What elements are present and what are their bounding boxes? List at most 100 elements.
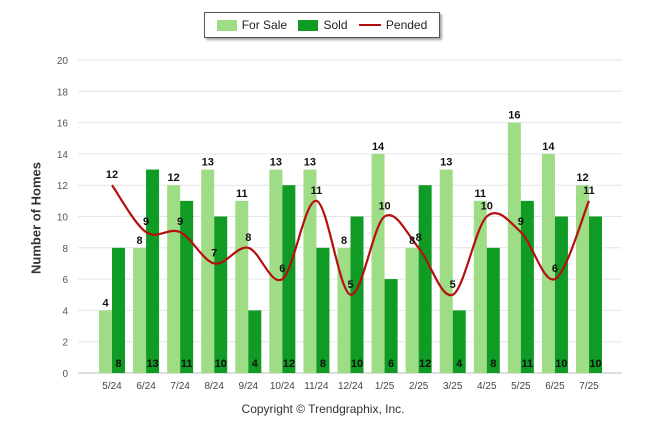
y-tick-0: 0 — [62, 369, 68, 380]
pended-data-label: 10 — [378, 201, 390, 213]
for-sale-data-label: 12 — [576, 172, 588, 184]
sold-data-label: 13 — [146, 358, 158, 370]
legend-label-sold: Sold — [323, 18, 348, 32]
x-tick-6/25: 6/25 — [545, 381, 565, 392]
y-tick-2: 2 — [62, 338, 68, 349]
y-tick-18: 18 — [57, 87, 69, 98]
y-tick-10: 10 — [57, 213, 69, 224]
for-sale-swatch — [216, 19, 237, 31]
sold-bar — [316, 247, 330, 373]
x-tick-7/25: 7/25 — [579, 381, 599, 392]
sold-bar — [384, 279, 398, 373]
for-sale-data-label: 11 — [474, 188, 486, 200]
for-sale-bar — [269, 169, 283, 373]
pended-line — [111, 184, 591, 297]
x-tick-6/24: 6/24 — [136, 381, 156, 392]
y-axis-label: Number of Homes — [28, 162, 44, 274]
for-sale-bar — [167, 185, 181, 373]
for-sale-data-label: 13 — [440, 157, 452, 169]
x-tick-4/25: 4/25 — [477, 381, 497, 392]
y-tick-12: 12 — [57, 181, 69, 192]
x-tick-12/24: 12/24 — [338, 381, 363, 392]
for-sale-data-label: 14 — [542, 141, 555, 153]
sold-bar — [248, 310, 262, 373]
y-tick-6: 6 — [62, 275, 68, 286]
sold-bar — [520, 200, 534, 373]
sold-bar — [282, 185, 296, 373]
pended-data-label: 7 — [211, 247, 217, 259]
pended-data-label: 11 — [311, 185, 323, 197]
x-tick-7/24: 7/24 — [170, 381, 190, 392]
sold-data-label: 4 — [456, 358, 463, 370]
for-sale-data-label: 8 — [341, 235, 347, 247]
for-sale-data-label: 16 — [508, 110, 520, 122]
copyright-text: Copyright © Trendgraphix, Inc. — [241, 402, 405, 416]
pended-data-label: 12 — [106, 169, 118, 181]
for-sale-bar — [201, 169, 215, 373]
sold-data-label: 8 — [320, 358, 326, 370]
pended-data-label: 5 — [450, 279, 456, 291]
for-sale-bar — [576, 185, 589, 373]
sold-data-label: 10 — [555, 358, 567, 370]
pended-data-label: 11 — [583, 185, 595, 197]
pended-data-label: 6 — [552, 263, 558, 275]
bars — [99, 122, 602, 373]
legend-label-pended: Pended — [385, 18, 428, 32]
legend-item-for-sale[interactable]: For Sale — [216, 18, 287, 32]
pended-line-path — [111, 184, 591, 297]
for-sale-bar — [507, 122, 521, 373]
x-tick-1/25: 1/25 — [375, 381, 395, 392]
sold-bar — [350, 216, 364, 373]
sold-data-label: 12 — [419, 358, 431, 370]
y-tick-16: 16 — [57, 119, 69, 130]
pended-data-label: 10 — [481, 201, 493, 213]
for-sale-bar — [405, 247, 419, 373]
for-sale-bar — [371, 153, 385, 373]
x-tick-3/25: 3/25 — [443, 381, 463, 392]
for-sale-bar — [473, 200, 487, 373]
sold-data-label: 11 — [522, 358, 534, 370]
legend-item-pended[interactable]: Pended — [358, 18, 428, 32]
x-tick-5/24: 5/24 — [102, 381, 122, 392]
sold-data-label: 10 — [351, 358, 363, 370]
y-tick-labels: 0 2 4 6 8 10 12 14 16 18 20 — [57, 56, 69, 380]
for-sale-bar — [303, 169, 317, 373]
for-sale-data-label: 14 — [372, 141, 385, 153]
pended-swatch — [358, 24, 381, 26]
for-sale-data-label: 8 — [409, 235, 415, 247]
sold-data-label: 10 — [215, 358, 227, 370]
y-tick-20: 20 — [57, 56, 69, 67]
pended-data-label: 9 — [177, 216, 183, 228]
for-sale-data-label: 12 — [168, 172, 180, 184]
y-tick-8: 8 — [62, 244, 68, 255]
sold-bar — [146, 169, 160, 373]
sold-data-label: 4 — [252, 358, 259, 370]
for-sale-bar — [235, 200, 249, 373]
x-tick-labels: 5/24 6/24 7/24 8/24 9/24 10/24 11/24 12/24 1/25 2… — [102, 381, 599, 392]
sold-bar — [418, 185, 432, 373]
x-tick-5/25: 5/25 — [511, 381, 531, 392]
pended-data-label: 5 — [347, 279, 353, 291]
x-tick-8/24: 8/24 — [204, 381, 224, 392]
sold-bar — [554, 216, 568, 373]
for-sale-data-label: 4 — [102, 297, 109, 309]
sold-bar — [112, 247, 125, 373]
sold-data-label: 8 — [490, 358, 496, 370]
x-tick-11/24: 11/24 — [304, 381, 329, 392]
for-sale-data-label: 8 — [137, 235, 143, 247]
for-sale-bar — [439, 169, 453, 373]
sold-bar — [589, 216, 602, 373]
for-sale-bar — [337, 247, 351, 373]
sold-data-label: 12 — [283, 358, 295, 370]
y-tick-4: 4 — [62, 306, 68, 317]
data-labels: 4881312111310114131213881014681213411816… — [102, 110, 601, 370]
sold-data-label: 11 — [181, 358, 193, 370]
for-sale-bar — [133, 247, 147, 373]
x-tick-10/24: 10/24 — [270, 381, 295, 392]
sold-bar — [214, 216, 228, 373]
legend-item-sold[interactable]: Sold — [298, 18, 348, 32]
for-sale-data-label: 13 — [304, 157, 316, 169]
sold-bar — [180, 200, 194, 373]
sold-data-label: 8 — [115, 358, 121, 370]
